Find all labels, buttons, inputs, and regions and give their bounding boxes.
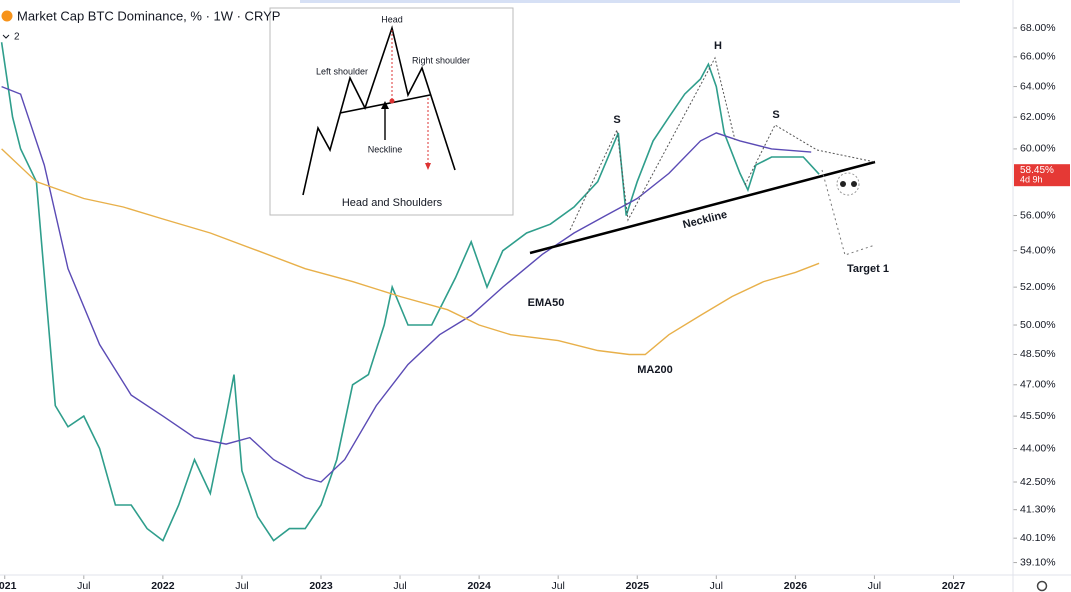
series-line bbox=[1, 148, 820, 356]
x-tick-label: Jul bbox=[393, 580, 406, 592]
y-tick-label: 39.10% bbox=[1020, 556, 1056, 568]
y-tick-label: 50.00% bbox=[1020, 319, 1056, 331]
annotation: MA200 bbox=[637, 364, 672, 376]
pattern-guide bbox=[744, 124, 876, 186]
x-tick-label: Jul bbox=[77, 580, 90, 592]
y-tick-label: 40.10% bbox=[1020, 532, 1056, 544]
series-line bbox=[0, 42, 820, 542]
price-label: 58.45% bbox=[1020, 165, 1054, 176]
price-box-bg bbox=[1014, 164, 1070, 187]
annotation: S bbox=[613, 114, 620, 126]
series-line bbox=[1, 85, 812, 483]
y-tick-label: 60.00% bbox=[1020, 143, 1056, 155]
x-tick-label: 2027 bbox=[942, 580, 966, 592]
y-tick-label: 66.00% bbox=[1020, 51, 1056, 63]
pattern-guide bbox=[569, 56, 736, 231]
neckline-line bbox=[529, 160, 876, 255]
price-box: 58.45%4d 9h bbox=[1014, 164, 1070, 187]
marker bbox=[836, 172, 860, 196]
x-tick-label: 2024 bbox=[467, 580, 491, 592]
inset-label: Head bbox=[381, 14, 403, 24]
inset-label: Neckline bbox=[368, 144, 403, 154]
y-tick-label: 44.00% bbox=[1020, 442, 1056, 454]
settings-icon[interactable] bbox=[1036, 580, 1048, 592]
marker-eye bbox=[851, 181, 857, 187]
y-tick-label: 52.00% bbox=[1020, 281, 1056, 293]
top-strip bbox=[300, 0, 960, 3]
pane-count[interactable]: 2 bbox=[14, 32, 20, 43]
y-tick-label: 62.00% bbox=[1020, 111, 1056, 123]
y-tick-label: 68.00% bbox=[1020, 22, 1056, 34]
inset-arrowhead bbox=[381, 101, 389, 109]
annotation: Target 1 bbox=[847, 263, 889, 275]
chart-title: Market Cap BTC Dominance, % · 1W · CRYP bbox=[17, 8, 280, 23]
coin-icon bbox=[1, 10, 13, 22]
y-tick-label: 48.50% bbox=[1020, 348, 1056, 360]
x-tick-label: 2023 bbox=[309, 580, 333, 592]
inset-label: Left shoulder bbox=[316, 66, 368, 76]
x-tick-label: Jul bbox=[868, 580, 881, 592]
x-tick-label: 2025 bbox=[626, 580, 650, 592]
x-tick-label: Jul bbox=[551, 580, 564, 592]
inset-dot bbox=[389, 98, 395, 104]
marker-eye bbox=[840, 181, 846, 187]
plot bbox=[0, 27, 1017, 579]
inset-arrowhead bbox=[425, 163, 431, 170]
inset: Head Left shoulder Right shoulder Neckli… bbox=[269, 7, 514, 216]
annotation: H bbox=[714, 40, 722, 52]
y-tick-label: 54.00% bbox=[1020, 244, 1056, 256]
annotation: EMA50 bbox=[528, 297, 565, 309]
x-tick-label: 2021 bbox=[0, 580, 17, 592]
chevron[interactable] bbox=[2, 34, 10, 39]
countdown: 4d 9h bbox=[1020, 175, 1043, 185]
y-tick-label: 64.00% bbox=[1020, 80, 1056, 92]
y-tick-label: 56.00% bbox=[1020, 209, 1056, 221]
inset-caption: Head and Shoulders bbox=[342, 197, 443, 209]
x-tick-label: 2022 bbox=[151, 580, 175, 592]
x-tick-label: Jul bbox=[235, 580, 248, 592]
y-tick-label: 42.50% bbox=[1020, 476, 1056, 488]
y-tick-label: 45.50% bbox=[1020, 410, 1056, 422]
x-tick-label: 2026 bbox=[784, 580, 808, 592]
y-tick-label: 41.30% bbox=[1020, 503, 1056, 515]
inset-label: Right shoulder bbox=[412, 55, 470, 65]
x-tick-label: Jul bbox=[710, 580, 723, 592]
y-tick-label: 47.00% bbox=[1020, 379, 1056, 391]
annotation: S bbox=[772, 109, 779, 121]
annotations bbox=[529, 56, 876, 256]
